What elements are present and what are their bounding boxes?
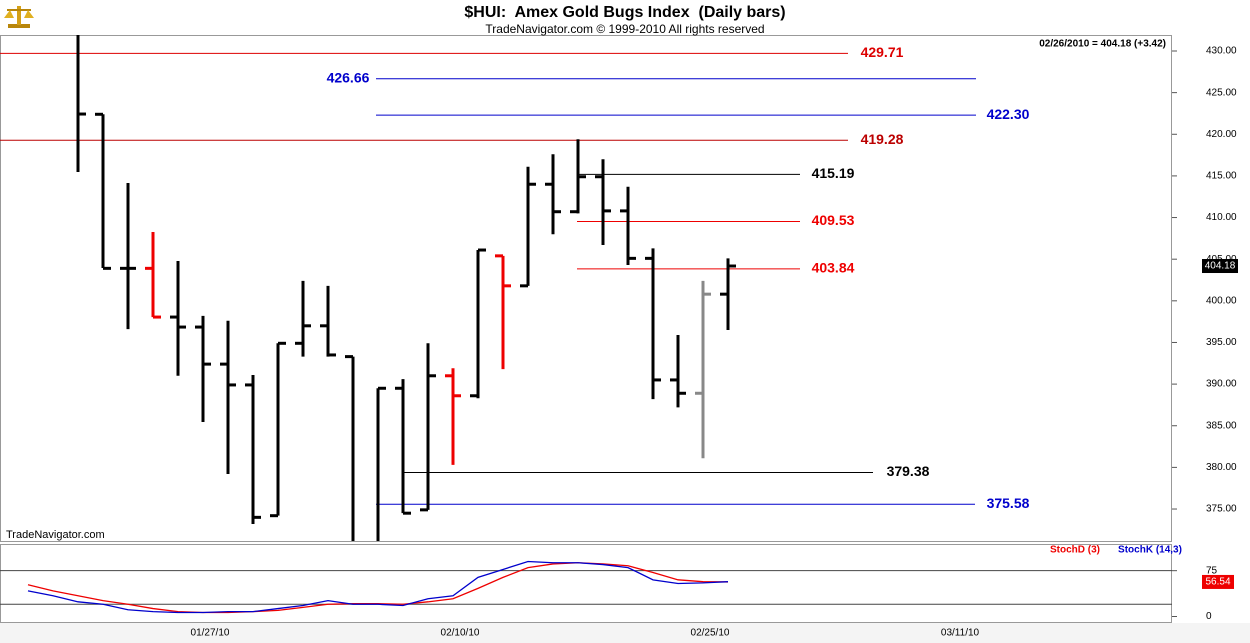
chart-subtitle: TradeNavigator.com © 1999-2010 All right…: [485, 22, 764, 36]
level-label: 422.30: [987, 106, 1030, 122]
y-tick-label: 425.00: [1206, 87, 1237, 98]
y-tick-label: 420.00: [1206, 129, 1237, 140]
last-value-box: [1202, 574, 1234, 589]
y-tick-label: 415.00: [1206, 171, 1237, 182]
logo-icon: [4, 6, 34, 28]
x-tick-label: 02/10/10: [441, 628, 480, 639]
level-label: 379.38: [887, 463, 930, 479]
level-label: 375.58: [987, 495, 1030, 511]
stoch-line: [27, 560, 729, 614]
legend-label: StochD (3): [1050, 545, 1100, 556]
level-label: 403.84: [812, 260, 855, 276]
y-tick-label: 0: [1206, 611, 1212, 622]
level-label: 426.66: [327, 70, 370, 86]
last-value-label: 56.54: [1205, 577, 1230, 588]
y-tick-label: 375.00: [1206, 504, 1237, 515]
y-tick-label: 385.00: [1206, 420, 1237, 431]
x-tick-label: 02/25/10: [691, 628, 730, 639]
last-quote: 02/26/2010 = 404.18 (+3.42): [1039, 39, 1166, 50]
level-label: 429.71: [861, 44, 904, 60]
main-plot: [0, 35, 976, 541]
y-tick-label: 400.00: [1206, 295, 1237, 306]
axes: 375.00380.00385.00390.00395.00400.00405.…: [191, 46, 1238, 639]
last-price-box: [1202, 259, 1238, 274]
last-price-label: 404.18: [1205, 261, 1236, 272]
y-tick-label: 410.00: [1206, 212, 1237, 223]
lower-plot: [0, 560, 1172, 614]
y-tick-label: 430.00: [1206, 46, 1237, 57]
y-tick-label: 380.00: [1206, 462, 1237, 473]
date-axis-band: [0, 623, 1250, 643]
level-label: 419.28: [861, 131, 904, 147]
main-panel-frame: [0, 35, 1172, 542]
level-label: 415.19: [812, 165, 855, 181]
chart-title: $HUI: Amex Gold Bugs Index (Daily bars): [464, 4, 785, 21]
y-tick-label: 390.00: [1206, 379, 1237, 390]
y-tick-label: 75: [1206, 565, 1218, 576]
x-tick-label: 01/27/10: [191, 628, 230, 639]
x-tick-label: 03/11/10: [941, 628, 980, 639]
y-tick-label: 395.00: [1206, 337, 1237, 348]
watermark: TradeNavigator.com: [6, 529, 105, 541]
legend-label: StochK (14,3): [1118, 545, 1182, 556]
lower-panel-frame: [0, 544, 1172, 623]
level-label: 409.53: [812, 212, 855, 228]
